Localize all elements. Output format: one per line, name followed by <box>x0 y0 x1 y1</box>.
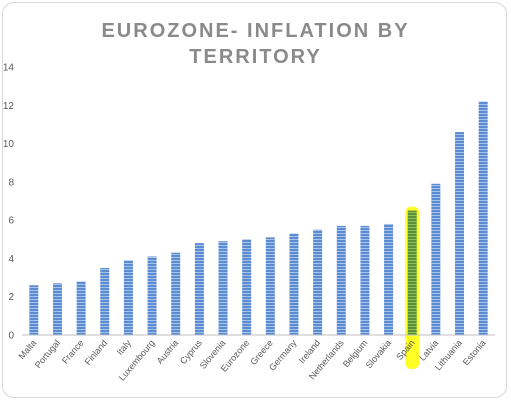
bar-austria <box>171 252 181 335</box>
y-tick-label: 10 <box>3 139 15 150</box>
bar-cyprus <box>194 243 204 335</box>
bar-france <box>76 281 86 335</box>
x-tick-label: Austria <box>155 338 181 366</box>
bar-slovenia <box>218 241 228 335</box>
x-tick-label: France <box>60 338 86 366</box>
y-tick-label: 14 <box>3 63 15 74</box>
chart-title-line-2: TERRITORY <box>189 46 322 68</box>
x-tick-label: Portugal <box>33 338 62 370</box>
bar-finland <box>100 268 110 335</box>
x-tick-label: Italy <box>115 337 134 356</box>
y-tick-label: 4 <box>8 254 14 265</box>
x-tick-label: Estonia <box>461 338 488 367</box>
x-tick-label: Slovakia <box>364 338 394 370</box>
bar-belgium <box>360 225 370 335</box>
y-tick-label: 2 <box>8 292 14 303</box>
x-tick-label: Latvia <box>417 338 440 363</box>
bar-estonia <box>478 101 488 335</box>
bar-luxembourg <box>147 256 157 335</box>
bar-ireland <box>313 229 323 335</box>
y-axis: 0 2 4 6 8 10 12 14 <box>3 63 15 342</box>
y-tick-label: 8 <box>8 177 14 188</box>
y-tick-label: 0 <box>8 331 14 342</box>
bar-portugal <box>52 283 62 335</box>
y-tick-label: 12 <box>3 101 15 112</box>
bar-lithuania <box>455 132 465 335</box>
bar-eurozone <box>242 239 252 335</box>
chart-title: EUROZONE- INFLATION BY TERRITORY <box>0 18 511 70</box>
x-tick-label: Finland <box>83 338 110 367</box>
x-tick-label: Malta <box>17 338 39 361</box>
bar-malta <box>29 285 39 335</box>
y-tick-label: 6 <box>8 216 14 227</box>
chart-frame <box>2 2 507 398</box>
bars <box>29 101 488 335</box>
bar-latvia <box>431 183 441 335</box>
bar-netherlands <box>336 225 346 335</box>
chart-title-line-1: EUROZONE- INFLATION BY <box>101 20 410 42</box>
bar-greece <box>265 237 275 335</box>
bar-spain <box>407 210 417 335</box>
bar-slovakia <box>384 223 394 335</box>
bar-germany <box>289 233 299 335</box>
bar-italy <box>123 260 133 335</box>
